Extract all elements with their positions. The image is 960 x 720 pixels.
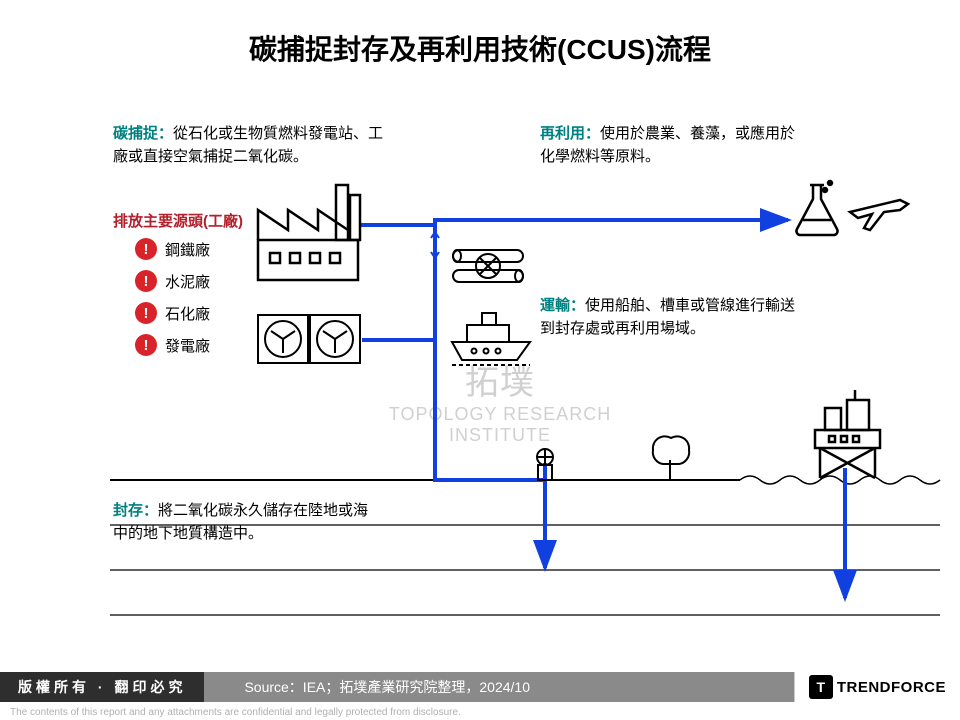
diagram-canvas: 拓墣 TOPOLOGY RESEARCH INSTITUTE	[0, 90, 960, 650]
capture-label: 碳捕捉：從石化或生物質燃料發電站、工廠或直接空氣捕捉二氧化碳。	[113, 123, 393, 168]
tree-icon	[653, 436, 689, 480]
flow-diagram	[0, 90, 960, 650]
offshore-platform-icon	[815, 390, 880, 478]
sea-surface	[740, 476, 940, 484]
flask-icon	[796, 181, 837, 235]
source-item-petro: ! 石化廠	[135, 302, 210, 324]
footer-brand: T TRENDFORCE	[794, 672, 960, 702]
disclaimer: The contents of this report and any atta…	[10, 707, 461, 718]
alert-icon: !	[135, 270, 157, 292]
footer-source: Source：IEA；拓墣產業研究院整理，2024/10	[204, 672, 793, 702]
alert-icon: !	[135, 334, 157, 356]
direct-air-capture-icon	[258, 315, 360, 363]
factory-icon	[258, 185, 360, 280]
source-item-steel: ! 鋼鐵廠	[135, 238, 210, 260]
reuse-label: 再利用：使用於農業、養藻，或應用於化學燃料等原料。	[540, 123, 800, 168]
sources-header: 排放主要源頭(工廠)	[113, 210, 243, 231]
brand-logo-icon: T	[809, 675, 833, 699]
source-item-power: ! 發電廠	[135, 334, 210, 356]
footer-copyright: 版權所有 · 翻印必究	[0, 672, 204, 702]
alert-icon: !	[135, 238, 157, 260]
source-item-cement: ! 水泥廠	[135, 270, 210, 292]
storage-label: 封存：將二氧化碳永久儲存在陸地或海中的地下地質構造中。	[113, 500, 373, 545]
footer: 版權所有 · 翻印必究 Source：IEA；拓墣產業研究院整理，2024/10…	[0, 672, 960, 702]
page-title: 碳捕捉封存及再利用技術(CCUS)流程	[0, 0, 960, 68]
ship-icon	[452, 313, 530, 365]
alert-icon: !	[135, 302, 157, 324]
transport-label: 運輸：使用船舶、槽車或管線進行輸送到封存處或再利用場域。	[540, 295, 800, 340]
pipeline-icon	[453, 250, 523, 282]
airplane-icon	[850, 200, 908, 230]
